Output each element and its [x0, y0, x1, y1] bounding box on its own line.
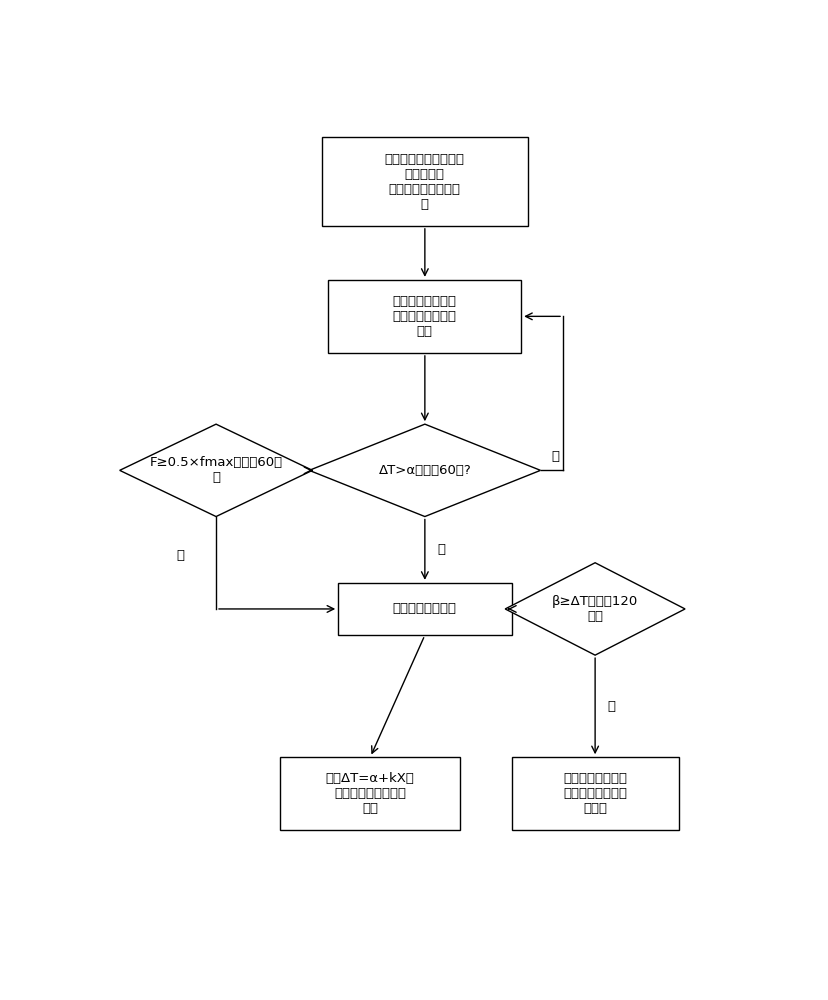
Bar — [511, 757, 678, 830]
Text: 是: 是 — [176, 549, 185, 562]
Text: 根据ΔT=α+kX调
节所述电子膨胀阀的
开度: 根据ΔT=α+kX调 节所述电子膨胀阀的 开度 — [325, 772, 414, 815]
Polygon shape — [504, 563, 684, 655]
Text: F≥0.5×fmax，持续60？
秒: F≥0.5×fmax，持续60？ 秒 — [149, 456, 282, 484]
Bar — [321, 137, 527, 226]
Text: 获取回油温度、吸
气温度和实时运行
频率: 获取回油温度、吸 气温度和实时运行 频率 — [392, 295, 456, 338]
Text: β≥ΔT，持续120
秒？: β≥ΔT，持续120 秒？ — [551, 595, 638, 623]
Text: 多联机进入制冷模式上
开机运行，
电子膨胀阀为常规动
作: 多联机进入制冷模式上 开机运行， 电子膨胀阀为常规动 作 — [384, 153, 465, 211]
Text: 是: 是 — [606, 700, 614, 713]
Polygon shape — [119, 424, 312, 517]
Text: 执行第一回油动作: 执行第一回油动作 — [392, 602, 456, 615]
Text: 电子膨胀阀由第一
回油动作转至常规
动作，: 电子膨胀阀由第一 回油动作转至常规 动作， — [562, 772, 626, 815]
Bar — [338, 583, 511, 635]
Text: 是: 是 — [436, 543, 445, 556]
Text: ΔT>α，维持60秒?: ΔT>α，维持60秒? — [378, 464, 470, 477]
Text: 否: 否 — [551, 450, 558, 463]
Polygon shape — [309, 424, 540, 517]
Bar — [280, 757, 460, 830]
Bar — [328, 280, 521, 353]
